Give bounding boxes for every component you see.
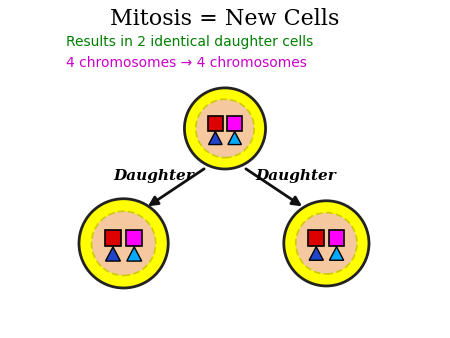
Polygon shape xyxy=(309,247,324,260)
Bar xyxy=(208,116,223,131)
Bar xyxy=(308,231,324,246)
Text: Results in 2 identical daughter cells: Results in 2 identical daughter cells xyxy=(66,35,313,49)
Ellipse shape xyxy=(79,199,168,288)
Ellipse shape xyxy=(196,99,254,158)
Ellipse shape xyxy=(91,211,156,275)
Bar xyxy=(227,116,242,131)
Bar xyxy=(105,230,121,246)
Text: Daughter: Daughter xyxy=(114,169,194,183)
Ellipse shape xyxy=(284,201,369,286)
Ellipse shape xyxy=(184,88,266,169)
Polygon shape xyxy=(106,247,121,261)
Bar xyxy=(126,230,142,246)
Polygon shape xyxy=(228,132,242,145)
Polygon shape xyxy=(329,247,344,260)
Polygon shape xyxy=(208,132,222,145)
Text: 4 chromosomes → 4 chromosomes: 4 chromosomes → 4 chromosomes xyxy=(66,56,307,70)
Polygon shape xyxy=(127,247,142,261)
Text: Daughter: Daughter xyxy=(256,169,336,183)
Ellipse shape xyxy=(296,213,357,274)
Text: Mitosis = New Cells: Mitosis = New Cells xyxy=(110,8,340,30)
Bar xyxy=(329,231,344,246)
